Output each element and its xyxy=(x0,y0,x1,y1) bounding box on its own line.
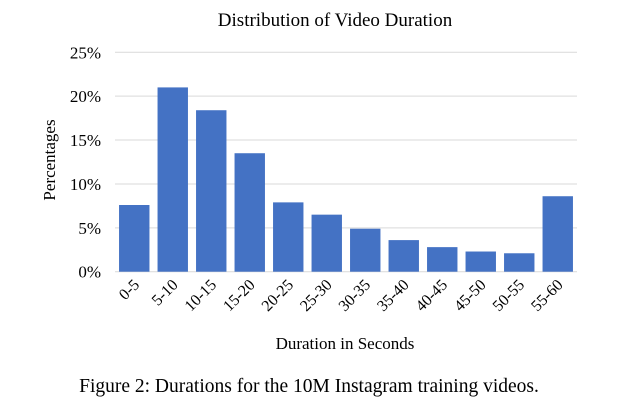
bar-10-15 xyxy=(196,110,227,272)
x-tick-label: 45-50 xyxy=(451,277,489,315)
bar-50-55 xyxy=(504,253,535,272)
x-tick-label: 55-60 xyxy=(528,277,566,315)
bar-40-45 xyxy=(427,247,458,272)
x-tick-label: 0-5 xyxy=(116,277,143,304)
y-axis-label: Percentages xyxy=(40,119,59,200)
y-tick-label: 20% xyxy=(70,87,101,106)
x-tick-label: 5-10 xyxy=(149,277,182,310)
x-tick-label: 15-20 xyxy=(220,277,258,315)
x-tick-label: 35-40 xyxy=(374,277,412,315)
y-tick-label: 15% xyxy=(70,131,101,150)
x-tick-label: 30-35 xyxy=(336,277,374,315)
y-tick-label: 5% xyxy=(78,219,101,238)
x-tick-label: 25-30 xyxy=(297,277,335,315)
bar-45-50 xyxy=(465,251,496,272)
figure-caption: Figure 2: Durations for the 10M Instagra… xyxy=(79,376,539,397)
y-tick-label: 25% xyxy=(70,43,101,62)
bar-0-5 xyxy=(119,205,150,272)
x-tick-label: 50-55 xyxy=(490,277,528,315)
bar-25-30 xyxy=(311,214,342,272)
bar-20-25 xyxy=(273,202,304,272)
bar-55-60 xyxy=(542,196,573,272)
y-tick-label: 10% xyxy=(70,175,101,194)
x-tick-label: 20-25 xyxy=(259,277,297,315)
y-tick-label: 0% xyxy=(78,263,101,282)
x-tick-label: 40-45 xyxy=(413,277,451,315)
bar-chart: Distribution of Video Duration Percentag… xyxy=(40,10,577,353)
x-axis-label: Duration in Seconds xyxy=(276,334,415,353)
bar-5-10 xyxy=(157,87,188,272)
bar-35-40 xyxy=(388,240,419,272)
chart-title: Distribution of Video Duration xyxy=(218,10,453,31)
bar-30-35 xyxy=(350,228,381,272)
x-tick-label: 10-15 xyxy=(182,277,220,315)
bar-15-20 xyxy=(234,153,265,272)
